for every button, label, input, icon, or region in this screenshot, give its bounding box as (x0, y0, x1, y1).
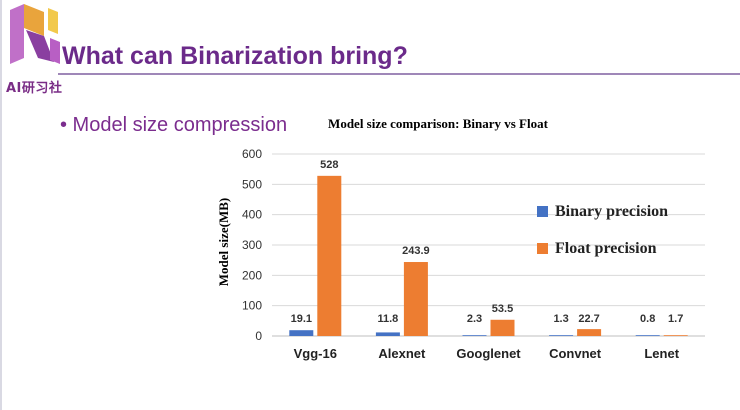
legend-label: Float precision (555, 240, 657, 257)
x-tick-label: Vgg-16 (294, 346, 337, 361)
data-label: 2.3 (467, 313, 482, 325)
x-tick-label: Alexnet (378, 346, 426, 361)
y-tick-label: 300 (242, 238, 262, 252)
legend-swatch (537, 243, 548, 254)
slide-left-border (0, 0, 2, 410)
y-tick-label: 500 (242, 177, 262, 191)
data-label: 53.5 (492, 303, 513, 315)
bar (635, 335, 660, 336)
bar (663, 335, 688, 336)
bullet-model-size: • Model size compression (60, 114, 288, 136)
bar (549, 335, 574, 336)
data-label: 11.8 (377, 313, 398, 325)
slide-title: What can Binarization bring? (62, 42, 408, 70)
bar (289, 330, 314, 336)
x-tick-label: Googlenet (456, 346, 521, 361)
bar-chart: Model size comparison: Binary vs Float 0… (216, 116, 705, 361)
data-label: 243.9 (402, 245, 430, 257)
y-axis-label: Model size(MB) (216, 198, 231, 286)
data-label: 1.7 (668, 313, 683, 325)
bar (577, 329, 602, 336)
title-underline (58, 73, 740, 75)
ai-logo-icon (10, 4, 60, 64)
y-tick-label: 0 (255, 329, 262, 343)
y-tick-label: 100 (242, 299, 262, 313)
data-label: 1.3 (553, 313, 568, 325)
y-tick-label: 600 (242, 147, 262, 161)
bar (317, 175, 342, 336)
logo-text: AI研习社 (6, 81, 63, 96)
legend-label: Binary precision (555, 203, 668, 220)
data-label: 0.8 (640, 313, 655, 325)
data-label: 528 (320, 159, 338, 171)
x-tick-label: Lenet (644, 346, 679, 361)
legend-swatch (537, 206, 548, 217)
x-tick-label: Convnet (549, 346, 602, 361)
bar (403, 262, 428, 336)
y-tick-label: 200 (242, 268, 262, 282)
data-label: 22.7 (578, 313, 599, 325)
y-tick-label: 400 (242, 208, 262, 222)
data-label: 19.1 (291, 313, 312, 325)
bar (462, 335, 487, 336)
bar (490, 319, 515, 336)
chart-title: Model size comparison: Binary vs Float (328, 116, 549, 131)
bar (375, 332, 400, 336)
